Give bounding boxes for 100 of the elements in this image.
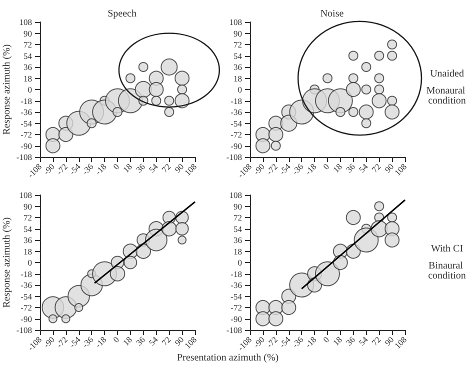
y-tick-label: 0 [28,258,32,268]
x-tick-label: 18 [120,334,134,348]
x-tick-label: -54 [277,334,293,350]
x-tick-label: -36 [80,161,96,177]
x-tick-label: 72 [160,161,173,175]
y-tick-label: 72 [24,212,32,222]
x-tick-label: 0 [110,334,122,345]
x-tick-label: 0 [320,161,332,172]
y-tick-label: 90 [234,201,242,212]
x-tick-label: 54 [146,334,160,348]
x-tick-label: 0 [320,334,332,345]
y-tick-label: 72 [234,212,242,222]
x-tick-label: 36 [134,334,147,348]
x-tick-label: -18 [303,334,318,350]
y-axis-title: Response azimuth (%) [2,44,12,135]
y-tick-label: 108 [229,17,242,27]
x-tick-label: 54 [356,160,370,175]
text: With CI [430,244,464,254]
x-tick-label: 0 [110,161,122,172]
y-tick-label: 0 [238,84,242,94]
y-tick-label: 0 [238,258,242,268]
x-tick-label: 36 [134,161,147,175]
y-tick-label: -36 [230,107,242,117]
y-tick-label: -54 [20,291,33,302]
x-tick-label: 54 [146,160,160,175]
y-tick-label: -72 [20,302,32,312]
x-tick-label: -54 [67,160,83,177]
y-tick-label: -108 [16,152,32,162]
x-tick-label: -90 [41,161,56,177]
text: Unaided [430,68,464,80]
y-tick-label: -54 [230,291,243,302]
x-tick-label: -36 [290,161,306,177]
text: Monaural condition [426,86,468,106]
y-tick-label: 18 [24,246,32,256]
x-tick-label: -90 [251,161,266,177]
x-tick-label: -36 [80,334,96,350]
y-tick-label: 90 [234,28,242,38]
y-tick-label: 72 [234,40,242,50]
y-tick-label: 36 [24,62,32,72]
y-tick-label: 108 [19,17,32,27]
x-tick-label: -90 [41,334,56,350]
y-axis-title: Response azimuth (%) [2,217,12,308]
x-tick-label: 72 [370,334,383,348]
x-tick-label: -54 [67,334,83,350]
y-tick-label: -36 [230,280,242,290]
y-tick-label: 54 [24,50,33,61]
y-tick-label: -54 [230,118,243,128]
x-tick-label: -54 [277,160,293,177]
y-tick-label: -108 [226,152,242,162]
x-tick-label: -18 [93,334,108,350]
text: Binaural condition [428,260,466,282]
y-tick-label: 54 [234,50,243,61]
y-tick-label: 90 [24,201,32,212]
chart-title: Noise [320,8,344,20]
chart-title: Speech [108,8,136,20]
x-tick-label: -18 [93,161,108,177]
y-tick-label: 108 [229,190,242,200]
x-tick-label: -72 [54,161,70,177]
x-tick-label: 72 [160,334,173,348]
x-tick-label: 36 [344,161,357,175]
y-tick-label: 36 [24,235,32,245]
y-tick-label: -90 [20,140,32,151]
y-tick-label: -18 [230,268,242,279]
x-tick-label: -18 [303,161,318,177]
x-axis-title: Presentation azimuth (%) [177,352,279,364]
x-tick-label: 18 [330,161,344,175]
y-tick-label: 90 [24,28,32,38]
y-tick-label: 0 [28,84,32,94]
x-tick-label: 72 [370,161,383,175]
x-tick-label: 18 [330,334,344,348]
y-tick-label: 18 [24,73,32,84]
x-tick-label: -72 [264,334,280,350]
y-tick-label: -18 [230,96,242,106]
y-tick-label: 18 [234,73,242,84]
y-tick-label: 36 [234,62,242,72]
x-tick-label: 18 [120,161,134,175]
x-tick-label: -36 [290,334,306,350]
y-tick-label: -108 [16,325,32,335]
y-tick-label: -18 [20,96,32,106]
y-tick-label: -18 [20,268,32,279]
x-tick-label: 54 [356,334,370,348]
x-tick-label: -90 [251,334,266,350]
y-tick-label: -72 [20,130,32,140]
y-tick-label: -72 [230,302,242,312]
y-tick-label: -90 [20,314,32,324]
y-tick-label: -108 [226,325,242,335]
y-tick-label: 36 [234,235,242,245]
y-tick-label: 18 [234,246,242,256]
y-tick-label: -90 [230,314,242,324]
y-tick-label: -36 [20,280,32,290]
y-tick-label: -54 [20,118,33,128]
x-tick-label: -72 [264,161,280,177]
y-tick-label: -72 [230,130,242,140]
y-tick-label: 54 [24,224,33,234]
y-tick-label: -90 [230,140,242,151]
y-tick-label: -36 [20,107,32,117]
y-tick-label: 54 [234,224,243,234]
y-tick-label: 108 [19,190,32,200]
x-tick-label: -72 [54,334,70,350]
x-tick-label: 36 [344,334,357,348]
